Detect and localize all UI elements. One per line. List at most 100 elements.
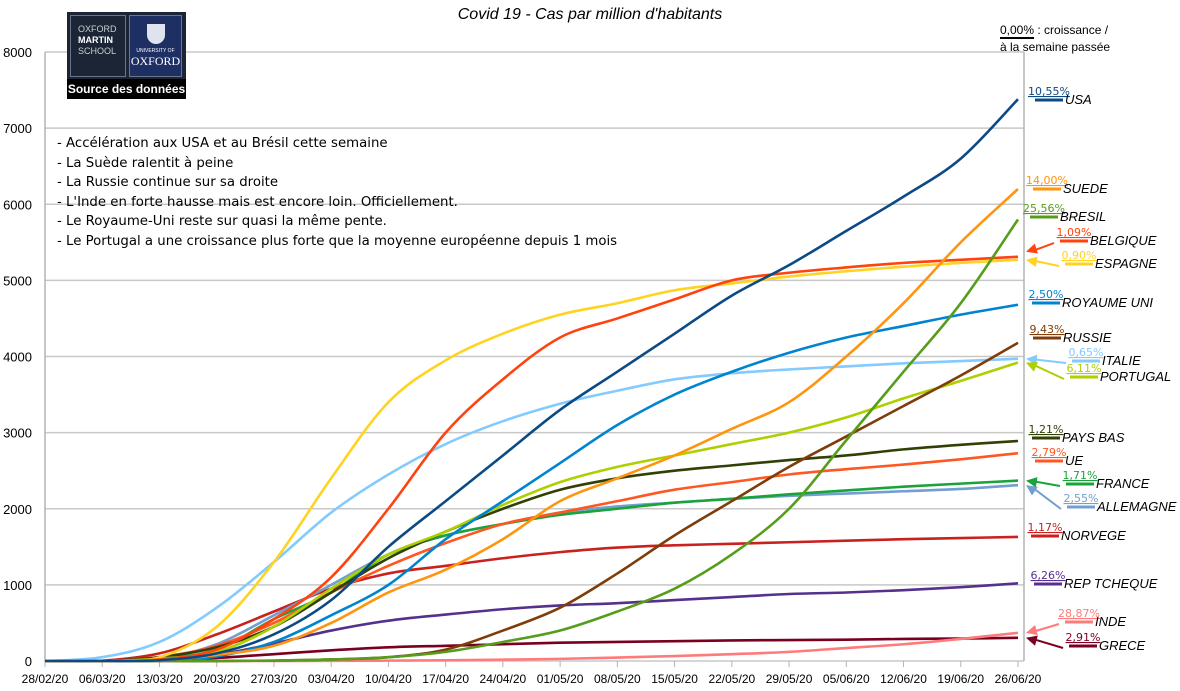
x-tick-label: 08/05/20 xyxy=(594,672,641,686)
x-tick-label: 03/04/20 xyxy=(308,672,355,686)
series-line-norvege xyxy=(44,535,1019,663)
x-tick-label: 13/03/20 xyxy=(136,672,183,686)
legend-label-rep-tcheque: REP TCHEQUE xyxy=(1064,576,1158,591)
legend-entry-suede: 14,00%SUEDE xyxy=(1026,174,1108,196)
series-line-ue xyxy=(44,451,1019,663)
legend-arrow-belgique xyxy=(1033,242,1055,252)
legend-growth-pays-bas: 1,21% xyxy=(1029,423,1064,436)
y-tick-label: 8000 xyxy=(3,45,32,60)
x-tick-label: 22/05/20 xyxy=(708,672,755,686)
series-line-suede xyxy=(44,188,1019,663)
legend-label-ue: UE xyxy=(1065,453,1083,468)
legend-growth-suede: 14,00% xyxy=(1026,174,1068,187)
y-tick-label: 3000 xyxy=(3,426,32,441)
series-line-royaume-uni xyxy=(44,303,1019,663)
x-tick-label: 29/05/20 xyxy=(766,672,813,686)
x-tick-label: 24/04/20 xyxy=(480,672,527,686)
legend-growth-norvege: 1,17% xyxy=(1028,521,1063,534)
legend-growth-usa: 10,55% xyxy=(1028,85,1070,98)
arrow-head-icon xyxy=(1026,362,1038,372)
legend-entry-portugal: 6,11%PORTUGAL xyxy=(1067,362,1172,384)
x-tick-label: 15/05/20 xyxy=(651,672,698,686)
x-tick-label: 06/03/20 xyxy=(79,672,126,686)
series-line-italie xyxy=(44,357,1019,663)
x-tick-label: 10/04/20 xyxy=(365,672,412,686)
arrow-head-icon xyxy=(1026,635,1038,646)
legend-arrow-portugal xyxy=(1033,364,1065,380)
legend-growth-inde: 28,87% xyxy=(1058,607,1100,620)
legend-entry-grece: 2,91%GRECE xyxy=(1066,631,1146,653)
annotation-line: - L'Inde en forte hausse mais est encore… xyxy=(57,194,458,210)
arrow-head-icon xyxy=(1026,256,1038,267)
series-line-allemagne xyxy=(44,483,1019,663)
legend-entry-pays-bas: 1,21%PAYS BAS xyxy=(1029,423,1125,445)
legend-entry-royaume-uni: 2,50%ROYAUME UNI xyxy=(1029,288,1154,310)
y-tick-label: 5000 xyxy=(3,273,32,288)
arrow-head-icon xyxy=(1026,243,1038,254)
legend-note-text2: à la semaine passée xyxy=(1000,40,1111,54)
annotation-line: - Le Royaume-Uni reste sur quasi la même… xyxy=(57,214,387,229)
legend-label-grece: GRECE xyxy=(1099,638,1146,653)
arrow-head-icon xyxy=(1026,477,1038,488)
legend-arrow-allemagne xyxy=(1033,487,1062,510)
legend-note-value: 0,00% xyxy=(1000,23,1035,39)
arrow-head-icon xyxy=(1026,624,1038,636)
legend-label-suede: SUEDE xyxy=(1063,181,1108,196)
annotation-line: - La Suède ralentit à peine xyxy=(57,155,234,171)
legend-growth-bresil: 25,56% xyxy=(1023,202,1065,215)
legend-entry-espagne: 0,90%ESPAGNE xyxy=(1062,249,1158,271)
legend-entry-rep-tcheque: 6,26%REP TCHEQUE xyxy=(1031,569,1158,591)
x-tick-label: 26/06/20 xyxy=(995,672,1042,686)
legend-entry-belgique: 1,09%BELGIQUE xyxy=(1057,226,1157,248)
x-tick-label: 12/06/20 xyxy=(880,672,927,686)
legend-label-usa: USA xyxy=(1065,92,1092,107)
legend-label-bresil: BRESIL xyxy=(1060,209,1106,224)
y-tick-label: 4000 xyxy=(3,350,32,365)
series-line-france xyxy=(44,479,1019,663)
logo-text: MARTIN xyxy=(78,35,113,45)
legend-label-norvege: NORVEGE xyxy=(1061,528,1126,543)
legend-entry-allemagne: 2,55%ALLEMAGNE xyxy=(1064,492,1177,514)
x-tick-label: 01/05/20 xyxy=(537,672,584,686)
legend-note: 0,00% : croissance / à la semaine passée xyxy=(1000,22,1110,56)
legend-entry-norvege: 1,17%NORVEGE xyxy=(1028,521,1127,543)
x-tick-label: 17/04/20 xyxy=(422,672,469,686)
x-tick-label: 20/03/20 xyxy=(193,672,240,686)
source-logo[interactable]: OXFORD MARTIN SCHOOL UNIVERSITY OF OXFOR… xyxy=(67,12,186,99)
series-line-pays-bas xyxy=(44,439,1019,663)
series-line-bresil xyxy=(45,218,1020,663)
series-line-belgique xyxy=(44,255,1019,663)
y-tick-label: 0 xyxy=(25,654,32,669)
series-line-rep-tcheque xyxy=(44,582,1019,663)
legend-arrow-france xyxy=(1033,480,1061,487)
logo-text: OXFORD xyxy=(130,54,181,68)
logo-text: UNIVERSITY OF xyxy=(136,48,175,54)
logo-text: OXFORD xyxy=(78,24,117,34)
legend-entry-inde: 28,87%INDE xyxy=(1058,607,1126,629)
y-tick-label: 7000 xyxy=(3,121,32,136)
oxford-martin-logo: OXFORD MARTIN SCHOOL xyxy=(70,15,126,77)
legend-entry-bresil: 25,56%BRESIL xyxy=(1023,202,1106,224)
legend-label-portugal: PORTUGAL xyxy=(1100,369,1171,384)
annotation-line: - Le Portugal a une croissance plus fort… xyxy=(57,233,618,249)
legend-growth-grece: 2,91% xyxy=(1066,631,1101,644)
annotations: - Accélération aux USA et au Brésil cett… xyxy=(57,134,617,251)
legend-label-royaume-uni: ROYAUME UNI xyxy=(1062,295,1153,310)
legend-label-inde: INDE xyxy=(1095,614,1126,629)
legend-arrow-espagne xyxy=(1033,259,1060,267)
arrow-head-icon xyxy=(1026,485,1038,496)
legend-growth-russie: 9,43% xyxy=(1030,323,1065,336)
legend-entry-ue: 2,79%UE xyxy=(1032,446,1084,468)
legend-growth-italie: 0,65% xyxy=(1069,346,1104,359)
annotation-line: - La Russie continue sur sa droite xyxy=(57,175,279,190)
crest-icon xyxy=(146,24,165,44)
legend-arrow-grece xyxy=(1033,638,1064,649)
source-label: Source des données xyxy=(67,79,186,99)
legend-entry-russie: 9,43%RUSSIE xyxy=(1030,323,1112,345)
legend-entry-france: 1,71%FRANCE xyxy=(1063,469,1150,491)
logo-text: SCHOOL xyxy=(78,46,117,56)
legend-entry-usa: 10,55%USA xyxy=(1028,85,1092,107)
oxford-university-logo: UNIVERSITY OF OXFORD xyxy=(129,15,182,77)
